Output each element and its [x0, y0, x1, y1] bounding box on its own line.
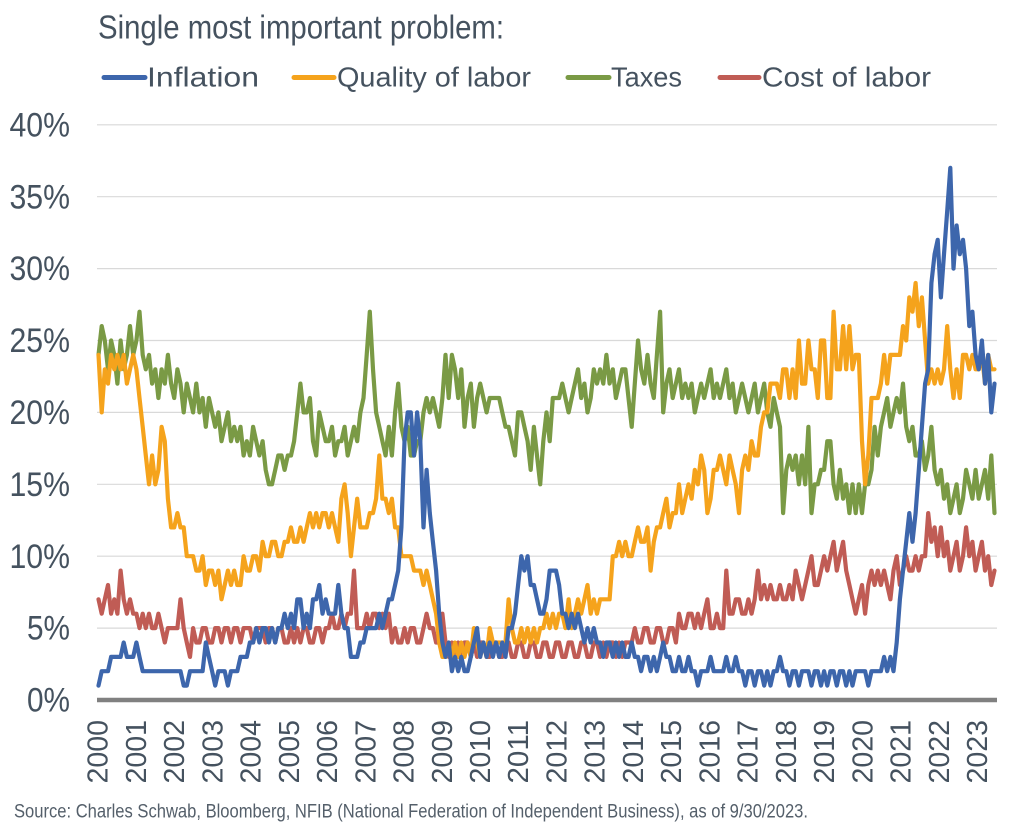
svg-text:2017: 2017 [733, 720, 765, 784]
svg-text:2006: 2006 [312, 720, 344, 784]
svg-text:2001: 2001 [121, 720, 153, 784]
svg-text:2005: 2005 [274, 720, 306, 784]
svg-text:2016: 2016 [694, 720, 726, 784]
svg-text:2009: 2009 [427, 720, 459, 784]
svg-text:Inflation: Inflation [147, 62, 259, 93]
svg-text:Cost of labor: Cost of labor [762, 62, 931, 93]
svg-text:15%: 15% [10, 466, 71, 504]
svg-text:Source: Charles Schwab, Bloomb: Source: Charles Schwab, Bloomberg, NFIB … [14, 802, 808, 823]
svg-text:2020: 2020 [847, 720, 879, 784]
svg-text:2010: 2010 [465, 720, 497, 784]
svg-text:35%: 35% [10, 178, 71, 216]
svg-text:20%: 20% [10, 394, 71, 432]
svg-text:Taxes: Taxes [611, 62, 682, 93]
svg-text:Single most important problem:: Single most important problem: [98, 8, 504, 45]
svg-text:25%: 25% [10, 322, 71, 360]
svg-text:2018: 2018 [771, 720, 803, 784]
svg-text:40%: 40% [10, 106, 71, 144]
svg-text:2022: 2022 [924, 720, 956, 784]
svg-text:30%: 30% [10, 250, 71, 288]
svg-text:2002: 2002 [159, 720, 191, 784]
svg-text:2021: 2021 [886, 720, 918, 784]
svg-text:2012: 2012 [542, 720, 574, 784]
svg-text:2003: 2003 [197, 720, 229, 784]
svg-text:2014: 2014 [618, 720, 650, 784]
svg-text:2019: 2019 [809, 720, 841, 784]
svg-text:2023: 2023 [962, 720, 994, 784]
svg-text:2007: 2007 [350, 720, 382, 784]
svg-text:10%: 10% [10, 538, 71, 576]
svg-text:5%: 5% [27, 610, 70, 648]
svg-text:0%: 0% [27, 682, 70, 720]
svg-text:2004: 2004 [236, 720, 268, 784]
svg-text:2013: 2013 [580, 720, 612, 784]
svg-text:2011: 2011 [503, 720, 535, 784]
svg-text:2008: 2008 [389, 720, 421, 784]
svg-text:Quality of labor: Quality of labor [337, 62, 531, 93]
svg-text:2000: 2000 [83, 720, 115, 784]
svg-text:2015: 2015 [656, 720, 688, 784]
